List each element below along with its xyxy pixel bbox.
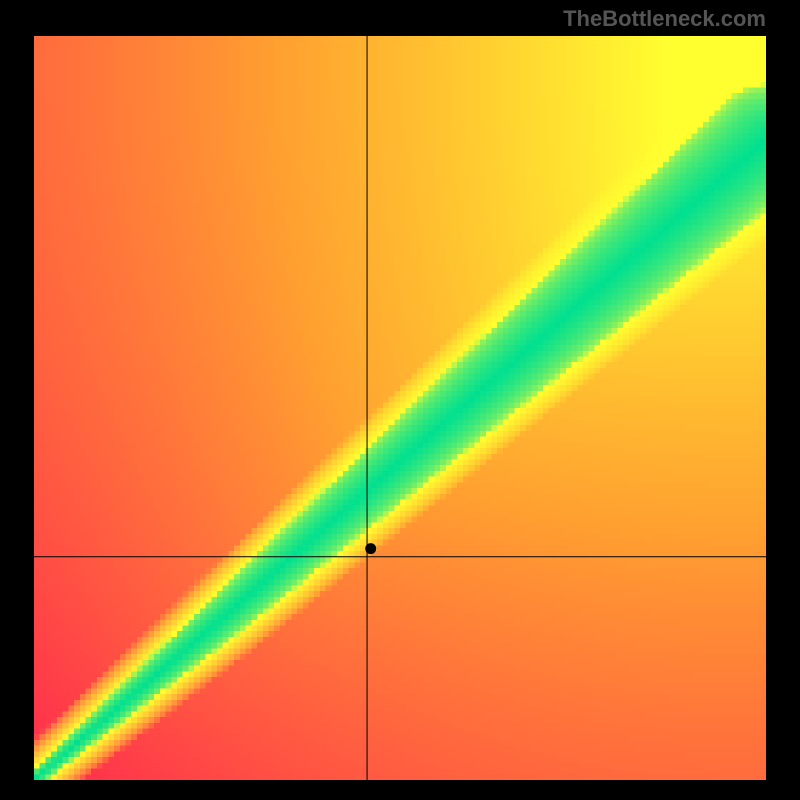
heatmap-canvas	[34, 36, 766, 780]
plot-area	[34, 36, 766, 780]
bottleneck-heatmap: { "attribution": "TheBottleneck.com", "p…	[0, 0, 800, 800]
attribution-text: TheBottleneck.com	[563, 6, 766, 32]
